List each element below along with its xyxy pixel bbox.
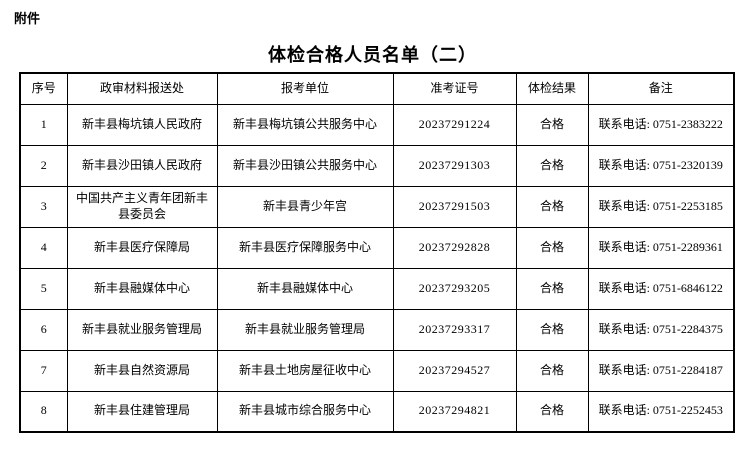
cell-review-office: 新丰县沙田镇人民政府 — [66, 144, 218, 187]
cell-index: 6 — [19, 308, 68, 351]
cell-index: 3 — [19, 185, 68, 228]
cell-ticket-number: 20237292828 — [392, 226, 517, 269]
table-row: 2 新丰县沙田镇人民政府 新丰县沙田镇公共服务中心 20237291303 合格… — [19, 144, 735, 187]
header-ticket-number: 准考证号 — [392, 72, 517, 105]
table-row: 5 新丰县融媒体中心 新丰县融媒体中心 20237293205 合格 联系电话:… — [19, 267, 735, 310]
cell-remarks: 联系电话: 0751-2253185 — [587, 185, 735, 228]
cell-exam-result: 合格 — [515, 308, 589, 351]
header-index: 序号 — [19, 72, 68, 105]
cell-ticket-number: 20237294821 — [392, 390, 517, 433]
cell-remarks: 联系电话: 0751-2284187 — [587, 349, 735, 392]
cell-ticket-number: 20237293317 — [392, 308, 517, 351]
table-row: 6 新丰县就业服务管理局 新丰县就业服务管理局 20237293317 合格 联… — [19, 308, 735, 351]
cell-remarks: 联系电话: 0751-6846122 — [587, 267, 735, 310]
cell-apply-unit: 新丰县医疗保障服务中心 — [216, 226, 394, 269]
cell-review-office: 新丰县自然资源局 — [66, 349, 218, 392]
cell-review-office: 新丰县医疗保障局 — [66, 226, 218, 269]
cell-exam-result: 合格 — [515, 226, 589, 269]
cell-apply-unit: 新丰县青少年宫 — [216, 185, 394, 228]
cell-apply-unit: 新丰县融媒体中心 — [216, 267, 394, 310]
table-row: 3 中国共产主义青年团新丰县委员会 新丰县青少年宫 20237291503 合格… — [19, 185, 735, 228]
cell-remarks: 联系电话: 0751-2252453 — [587, 390, 735, 433]
cell-ticket-number: 20237294527 — [392, 349, 517, 392]
cell-review-office: 新丰县住建管理局 — [66, 390, 218, 433]
cell-review-office: 新丰县就业服务管理局 — [66, 308, 218, 351]
cell-remarks: 联系电话: 0751-2284375 — [587, 308, 735, 351]
header-remarks: 备注 — [587, 72, 735, 105]
table-row: 4 新丰县医疗保障局 新丰县医疗保障服务中心 20237292828 合格 联系… — [19, 226, 735, 269]
cell-apply-unit: 新丰县城市综合服务中心 — [216, 390, 394, 433]
cell-exam-result: 合格 — [515, 390, 589, 433]
cell-index: 7 — [19, 349, 68, 392]
cell-remarks: 联系电话: 0751-2289361 — [587, 226, 735, 269]
cell-remarks: 联系电话: 0751-2320139 — [587, 144, 735, 187]
exam-results-table: 序号 政审材料报送处 报考单位 准考证号 体检结果 备注 1 新丰县梅坑镇人民政… — [19, 72, 735, 433]
cell-exam-result: 合格 — [515, 349, 589, 392]
attachment-label: 附件 — [14, 11, 41, 26]
cell-apply-unit: 新丰县就业服务管理局 — [216, 308, 394, 351]
table-row: 1 新丰县梅坑镇人民政府 新丰县梅坑镇公共服务中心 20237291224 合格… — [19, 103, 735, 146]
cell-index: 2 — [19, 144, 68, 187]
cell-exam-result: 合格 — [515, 185, 589, 228]
cell-review-office: 新丰县梅坑镇人民政府 — [66, 103, 218, 146]
table-row: 7 新丰县自然资源局 新丰县土地房屋征收中心 20237294527 合格 联系… — [19, 349, 735, 392]
cell-review-office: 新丰县融媒体中心 — [66, 267, 218, 310]
cell-ticket-number: 20237291303 — [392, 144, 517, 187]
cell-ticket-number: 20237291503 — [392, 185, 517, 228]
cell-apply-unit: 新丰县沙田镇公共服务中心 — [216, 144, 394, 187]
cell-review-office: 中国共产主义青年团新丰县委员会 — [66, 185, 218, 228]
cell-apply-unit: 新丰县土地房屋征收中心 — [216, 349, 394, 392]
cell-ticket-number: 20237293205 — [392, 267, 517, 310]
table-row: 8 新丰县住建管理局 新丰县城市综合服务中心 20237294821 合格 联系… — [19, 390, 735, 433]
header-review-office: 政审材料报送处 — [66, 72, 218, 105]
cell-index: 4 — [19, 226, 68, 269]
cell-exam-result: 合格 — [515, 267, 589, 310]
cell-exam-result: 合格 — [515, 103, 589, 146]
cell-remarks: 联系电话: 0751-2383222 — [587, 103, 735, 146]
header-apply-unit: 报考单位 — [216, 72, 394, 105]
table-header-row: 序号 政审材料报送处 报考单位 准考证号 体检结果 备注 — [19, 72, 735, 105]
header-exam-result: 体检结果 — [515, 72, 589, 105]
cell-index: 1 — [19, 103, 68, 146]
cell-index: 8 — [19, 390, 68, 433]
page-title: 体检合格人员名单（二） — [268, 45, 477, 65]
cell-apply-unit: 新丰县梅坑镇公共服务中心 — [216, 103, 394, 146]
cell-ticket-number: 20237291224 — [392, 103, 517, 146]
cell-exam-result: 合格 — [515, 144, 589, 187]
cell-index: 5 — [19, 267, 68, 310]
